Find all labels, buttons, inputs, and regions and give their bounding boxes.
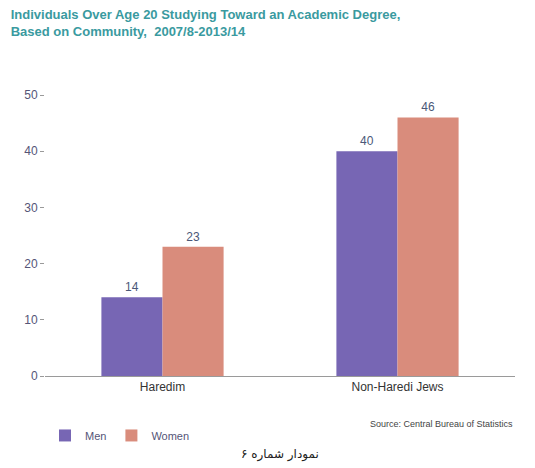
svg-text:50: 50 xyxy=(24,88,38,102)
svg-text:Individuals Over Age 20 Studyi: Individuals Over Age 20 Studying Toward … xyxy=(11,7,401,39)
svg-text:20: 20 xyxy=(24,257,38,271)
svg-text:30: 30 xyxy=(24,201,38,215)
svg-text:46: 46 xyxy=(421,100,435,114)
svg-text:0: 0 xyxy=(31,369,38,383)
svg-text:Women: Women xyxy=(151,430,189,442)
svg-text:Source: Central Bureau of Stat: Source: Central Bureau of Statistics xyxy=(370,419,513,429)
svg-text:Non-Haredi Jews: Non-Haredi Jews xyxy=(351,380,443,394)
svg-text:40: 40 xyxy=(360,134,374,148)
svg-text:Men: Men xyxy=(85,430,106,442)
svg-text:10: 10 xyxy=(24,313,38,327)
svg-text:40: 40 xyxy=(24,144,38,158)
svg-text:23: 23 xyxy=(186,230,200,244)
svg-text:14: 14 xyxy=(125,280,139,294)
svg-text:Haredim: Haredim xyxy=(140,380,185,394)
svg-text:نمودار شماره ۶: نمودار شماره ۶ xyxy=(241,447,319,462)
